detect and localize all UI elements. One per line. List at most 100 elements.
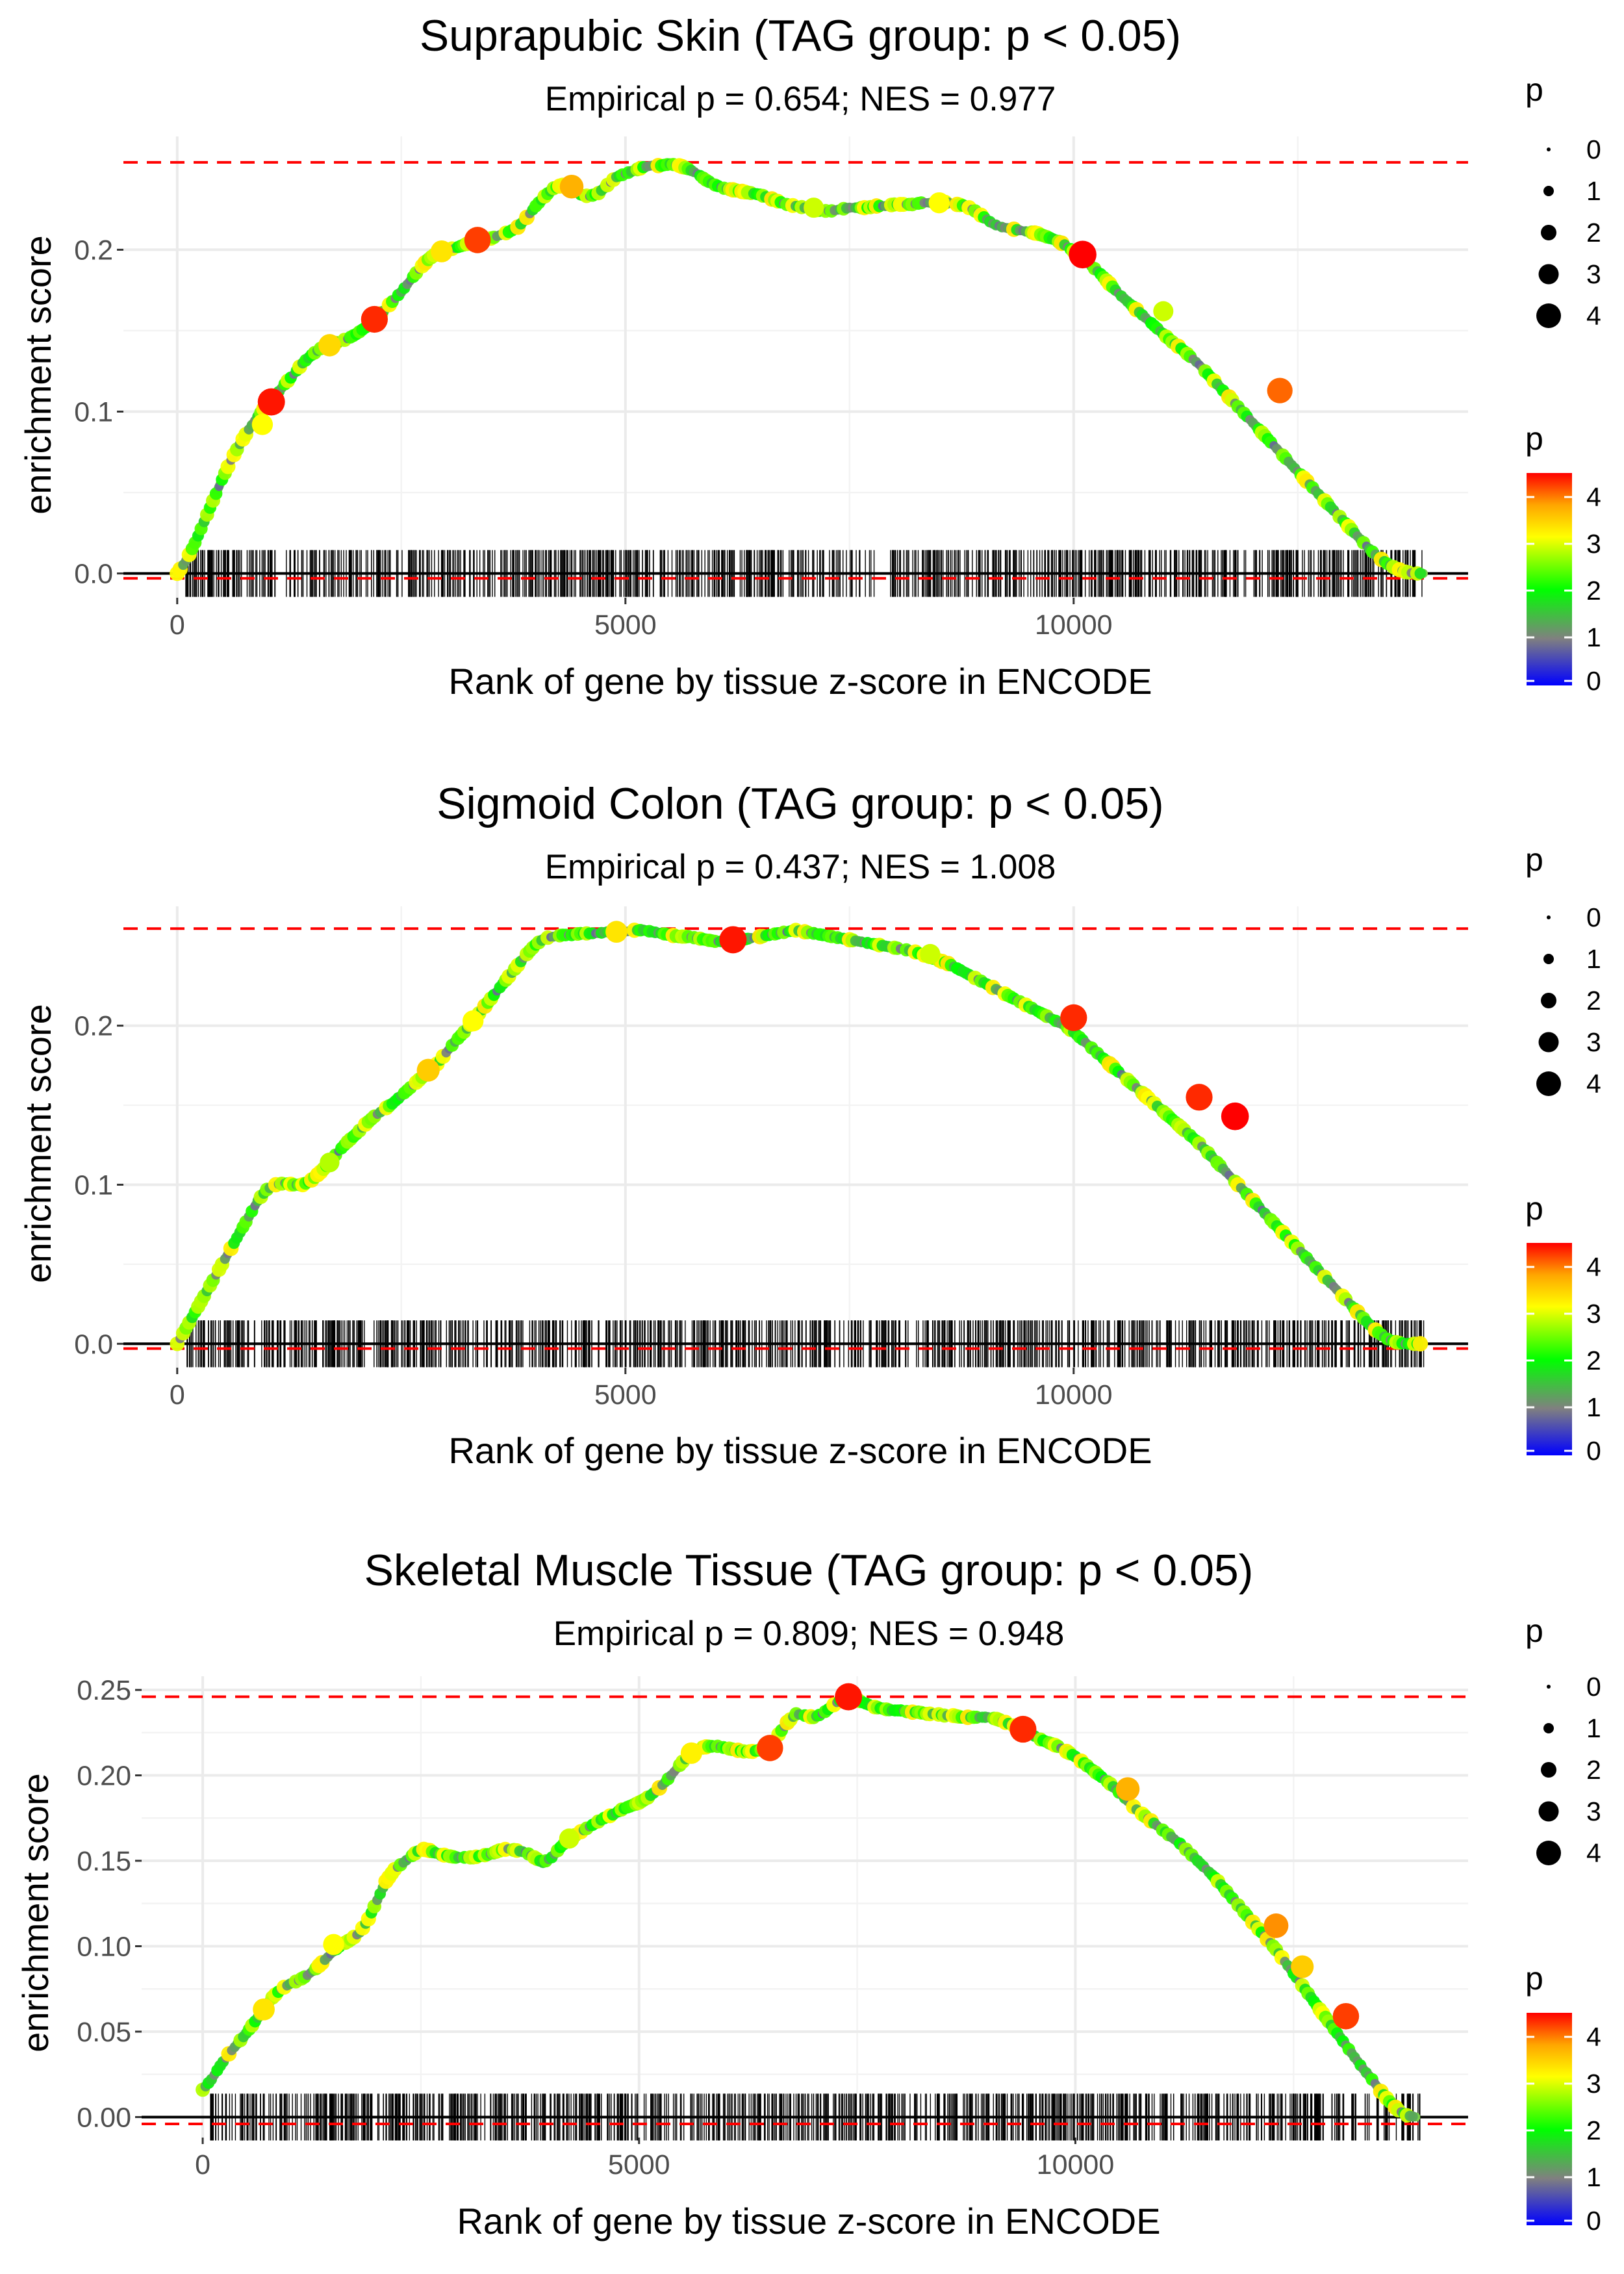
- x-tick-label: 5000: [594, 609, 657, 641]
- color-legend-label-3: 3: [1586, 2069, 1601, 2099]
- x-tick-label: 0: [170, 1379, 185, 1411]
- y-tick-label: 0.15: [77, 1846, 131, 1877]
- significant-point: [756, 1735, 783, 1761]
- significant-point: [559, 1828, 579, 1849]
- significant-point: [835, 1683, 863, 1711]
- color-legend-label-4: 4: [1586, 1252, 1601, 1282]
- y-tick-label: 0.2: [74, 235, 113, 266]
- chart-title: Sigmoid Colon (TAG group: p < 0.05): [437, 779, 1163, 828]
- significant-point: [719, 926, 747, 954]
- color-legend-bar: [1527, 2013, 1572, 2225]
- significant-point: [318, 334, 341, 357]
- size-legend-dot-0: [1547, 1685, 1551, 1689]
- y-tick-label: 0.1: [74, 397, 113, 428]
- x-tick-label: 10000: [1035, 1379, 1113, 1411]
- significant-point: [251, 414, 273, 435]
- y-tick-label: 0.0: [74, 1329, 113, 1360]
- significant-point: [1267, 377, 1293, 403]
- color-legend: p 4 3 2 1 0: [1525, 1960, 1601, 2236]
- color-legend-label-0: 0: [1586, 2206, 1601, 2236]
- size-legend-dot-2: [1541, 225, 1556, 240]
- plot-area: 0.0 0.1 0.2 0 5000 10000: [74, 136, 1468, 641]
- significant-point: [559, 174, 584, 199]
- size-legend-dot-3: [1538, 1801, 1559, 1822]
- plot-area: 0.0 0.1 0.2 0 5000 10000: [74, 906, 1468, 1411]
- x-tick-label: 5000: [608, 2149, 670, 2180]
- size-legend-dot-1: [1543, 954, 1554, 964]
- size-legend-dot-4: [1536, 303, 1561, 328]
- color-legend: p 4 3 2 1 0: [1525, 1190, 1601, 1466]
- chart-title: Suprapubic Skin (TAG group: p < 0.05): [420, 11, 1181, 60]
- significant-point: [1291, 1955, 1314, 1978]
- size-legend-label-3: 3: [1586, 1796, 1601, 1826]
- size-legend-dot-1: [1543, 186, 1554, 196]
- x-tick-label: 0: [195, 2149, 210, 2180]
- size-legend-label-1: 1: [1586, 1713, 1601, 1743]
- significant-point: [361, 305, 388, 333]
- color-legend-label-4: 4: [1586, 2022, 1601, 2052]
- size-legend-label-2: 2: [1586, 1755, 1601, 1785]
- x-tick-label: 10000: [1035, 609, 1113, 641]
- size-legend-label-1: 1: [1586, 176, 1601, 206]
- plot-area: 0.00 0.05 0.10 0.15 0.20 0.25 0 5000 10000: [77, 1675, 1468, 2180]
- chart-title: Skeletal Muscle Tissue (TAG group: p < 0…: [364, 1546, 1254, 1595]
- size-legend-dot-3: [1538, 1032, 1559, 1053]
- size-legend-dot-0: [1547, 915, 1551, 919]
- size-legend: p 0 1 2 3 4: [1525, 1613, 1601, 1868]
- color-legend-label-1: 1: [1586, 1392, 1601, 1422]
- size-legend-label-2: 2: [1586, 986, 1601, 1016]
- significant-point: [463, 1010, 484, 1032]
- color-legend-label-4: 4: [1586, 482, 1601, 512]
- significant-point: [1009, 1715, 1037, 1743]
- significant-point: [1153, 301, 1174, 322]
- chart-subtitle: Empirical p = 0.437; NES = 1.008: [545, 848, 1056, 886]
- size-legend-dot-4: [1536, 1841, 1561, 1865]
- size-legend-dot-0: [1547, 147, 1551, 151]
- chart-subtitle: Empirical p = 0.809; NES = 0.948: [553, 1615, 1065, 1653]
- panel-suprapubic-skin: Suprapubic Skin (TAG group: p < 0.05) Em…: [18, 11, 1601, 702]
- size-legend-title: p: [1525, 1613, 1543, 1649]
- chart-subtitle: Empirical p = 0.654; NES = 0.977: [545, 80, 1056, 118]
- size-legend-dot-2: [1541, 1762, 1556, 1778]
- size-legend-label-2: 2: [1586, 218, 1601, 248]
- size-legend-label-3: 3: [1586, 259, 1601, 289]
- size-legend-dot-3: [1538, 264, 1559, 285]
- y-axis-title: enrichment score: [18, 235, 58, 515]
- significant-point: [320, 1152, 340, 1173]
- color-legend-label-2: 2: [1586, 576, 1601, 606]
- y-tick-label: 0.1: [74, 1169, 113, 1201]
- y-tick-label: 0.20: [77, 1761, 131, 1792]
- color-legend-label-1: 1: [1586, 622, 1601, 652]
- significant-point: [804, 198, 824, 218]
- color-legend: p 4 3 2 1 0: [1525, 420, 1601, 696]
- significant-point: [1115, 1777, 1140, 1801]
- size-legend-label-0: 0: [1586, 134, 1601, 164]
- y-tick-label: 0.05: [77, 2017, 131, 2048]
- enrichment-point: [1414, 567, 1427, 580]
- size-legend-label-4: 4: [1586, 301, 1601, 331]
- significant-point: [605, 921, 628, 943]
- size-legend-label-0: 0: [1586, 1672, 1601, 1702]
- significant-point: [257, 388, 285, 416]
- color-legend-label-2: 2: [1586, 1346, 1601, 1375]
- y-tick-label: 0.10: [77, 1931, 131, 1962]
- color-legend-title: p: [1525, 1190, 1543, 1227]
- color-legend-label-3: 3: [1586, 529, 1601, 559]
- y-axis-title: enrichment score: [15, 1773, 56, 2052]
- y-tick-label: 0.25: [77, 1675, 131, 1706]
- color-legend-title: p: [1525, 420, 1543, 457]
- enrichment-point: [1408, 2111, 1418, 2122]
- x-tick-label: 0: [170, 609, 185, 641]
- color-legend-label-0: 0: [1586, 666, 1601, 696]
- enrichment-curve: [172, 159, 1428, 578]
- significant-point: [928, 192, 950, 214]
- size-legend-label-1: 1: [1586, 944, 1601, 974]
- significant-point: [1060, 1004, 1087, 1031]
- significant-point: [1263, 1913, 1289, 1938]
- size-legend: p 0 1 2 3 4: [1525, 71, 1601, 331]
- size-legend-label-4: 4: [1586, 1838, 1601, 1868]
- significant-point: [416, 1058, 440, 1082]
- size-legend-label-3: 3: [1586, 1027, 1601, 1057]
- color-legend-bar: [1527, 473, 1572, 685]
